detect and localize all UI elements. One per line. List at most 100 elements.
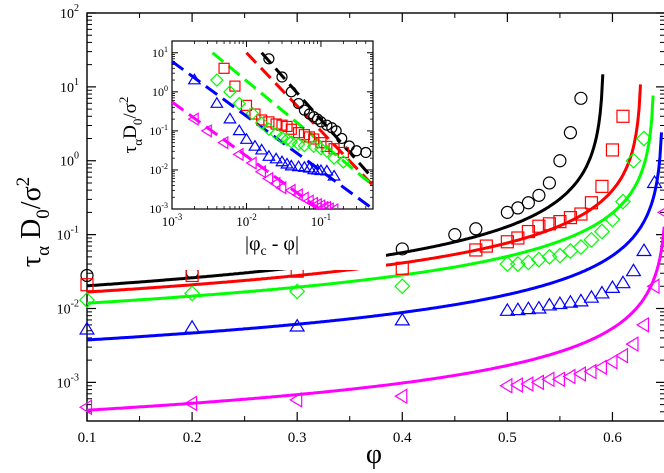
inset-point-magenta: [284, 183, 296, 198]
main-point-blue: [551, 295, 568, 310]
main-point-blue: [583, 289, 600, 303]
main-data-points: [78, 91, 664, 416]
inset-x-tick-label: 10-1: [311, 212, 332, 229]
main-point-green: [572, 238, 589, 256]
main-point-blue: [289, 318, 306, 332]
main-point-black: [448, 228, 462, 242]
main-point-blue: [79, 321, 95, 335]
inset-point-red: [321, 140, 333, 153]
inset-point-magenta: [269, 176, 281, 191]
inset-point-red: [256, 114, 268, 126]
main-point-green: [593, 223, 610, 240]
main-y-tick-label: 10-3: [57, 372, 79, 391]
main-point-red: [395, 261, 409, 275]
inset-point-magenta: [291, 188, 303, 202]
inset-point-black: [360, 146, 372, 159]
main-point-black: [553, 154, 567, 168]
inset-point-red: [240, 99, 253, 111]
main-point-magenta: [551, 371, 566, 388]
main-point-black: [542, 176, 557, 190]
main-y-tick-label: 101: [60, 77, 79, 96]
main-point-magenta: [562, 368, 576, 385]
inset-point-black: [292, 97, 305, 110]
main-point-red: [80, 278, 94, 292]
main-x-tick-label: 0.4: [393, 430, 412, 446]
inset-y-tick-label: 10-3: [149, 201, 168, 216]
main-point-red: [595, 179, 609, 193]
inset-y-tick-label: 10-1: [149, 123, 168, 138]
main-point-green: [499, 255, 516, 273]
inset-point-red: [263, 116, 275, 128]
inset-point-magenta: [275, 180, 287, 195]
inset-point-black: [263, 53, 275, 65]
main-point-black: [469, 222, 483, 236]
main-point-red: [553, 215, 567, 229]
main-point-green: [520, 254, 537, 271]
main-y-tick-label: 10-1: [57, 225, 79, 244]
inset-tick-labels: 10-3 10-2 10-1 10-3 10-2 10-1 100 101: [149, 45, 331, 229]
main-tick-labels: 0.1 0.2 0.3 0.4 0.5 0.6 10-3 10-2 10-1 100 101 102: [57, 3, 623, 446]
inset-point-green: [245, 106, 260, 121]
main-point-black: [563, 126, 578, 140]
main-point-blue: [604, 279, 621, 294]
inset-point-magenta: [232, 147, 244, 162]
inset-point-black: [315, 116, 327, 128]
main-fit-curve-magenta: [86, 226, 664, 412]
main-y-tick-label: 100: [60, 151, 79, 170]
inset-point-magenta: [319, 200, 332, 209]
inset-y-axis-label: ταD0/σ2: [116, 97, 145, 154]
inset-point-blue: [327, 169, 341, 181]
main-x-tick-label: 0.5: [498, 430, 517, 446]
main-x-tick-label: 0.1: [78, 430, 97, 446]
main-point-red: [521, 224, 535, 239]
main-point-black: [574, 91, 588, 105]
main-point-magenta: [583, 363, 597, 380]
inset-point-green: [327, 151, 341, 166]
inset-point-red: [337, 146, 349, 159]
inset-point-blue: [269, 152, 283, 164]
inset-point-green: [262, 122, 276, 137]
main-point-blue: [520, 301, 537, 315]
inset-point-black: [285, 86, 297, 98]
inset-x-tick-label: 10-2: [236, 212, 256, 229]
main-x-axis-label: φ: [366, 439, 382, 470]
main-point-magenta: [509, 377, 523, 394]
inset-point-magenta: [317, 200, 329, 209]
inset-point-red: [285, 123, 297, 135]
main-point-blue: [614, 275, 631, 289]
main-x-tick-label: 0.6: [603, 430, 622, 446]
main-point-magenta: [572, 365, 587, 382]
inset-point-blue: [239, 132, 254, 144]
main-point-black: [511, 201, 525, 215]
main-point-magenta: [184, 395, 198, 412]
inset-point-red: [328, 143, 340, 155]
main-point-blue: [499, 302, 516, 316]
main-point-red: [532, 219, 546, 233]
main-point-green: [530, 251, 547, 268]
inset-x-tick-label: 10-3: [162, 212, 183, 229]
inset-point-black: [336, 132, 348, 145]
inset-point-green: [297, 138, 312, 153]
main-point-green: [604, 211, 621, 228]
main-point-black: [532, 188, 546, 202]
main-point-blue: [541, 297, 558, 311]
main-point-magenta: [289, 391, 303, 408]
inset-y-tick-label: 101: [152, 45, 168, 60]
inset-point-blue: [223, 112, 237, 124]
inset-point-blue: [320, 164, 334, 176]
main-x-tick-label: 0.2: [183, 430, 202, 446]
inset-point-blue: [187, 73, 202, 85]
inset-point-black: [276, 71, 288, 83]
main-point-magenta: [614, 347, 629, 364]
main-point-black: [395, 242, 409, 256]
inset-point-green: [232, 96, 247, 111]
inset-point-magenta: [322, 202, 334, 209]
main-point-magenta: [520, 376, 534, 392]
inset-point-magenta: [187, 112, 199, 126]
main-point-magenta: [646, 278, 660, 295]
inset-point-green: [254, 116, 269, 130]
main-point-blue: [509, 302, 526, 316]
main-point-green: [614, 193, 632, 210]
inset-point-red: [281, 120, 293, 133]
